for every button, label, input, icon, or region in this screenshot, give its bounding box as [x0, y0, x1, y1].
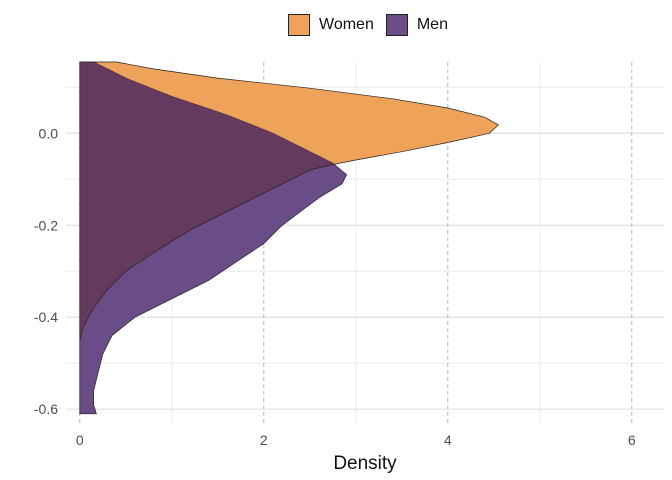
density-areas — [79, 61, 499, 415]
legend-item-men: Men — [385, 14, 448, 36]
legend: Women Men — [288, 14, 460, 36]
y-tick-label: -0.2 — [34, 217, 58, 233]
x-axis-title: Density — [333, 453, 397, 474]
tick-labels: 0 2 4 6 0.0 -0.2 -0.4 -0.6 — [34, 125, 636, 448]
legend-label-men: Men — [416, 16, 448, 33]
legend-item-women: Women — [288, 14, 374, 36]
x-tick-label: 4 — [444, 432, 452, 448]
y-tick-label: -0.6 — [34, 401, 58, 417]
y-tick-label: 0.0 — [39, 125, 59, 141]
legend-swatch-men — [385, 14, 408, 36]
y-tick-label: -0.4 — [34, 309, 58, 325]
legend-label-women: Women — [319, 16, 374, 33]
x-tick-label: 0 — [76, 432, 84, 448]
x-tick-label: 2 — [260, 432, 268, 448]
x-tick-label: 6 — [628, 432, 636, 448]
legend-swatch-women — [288, 14, 310, 36]
